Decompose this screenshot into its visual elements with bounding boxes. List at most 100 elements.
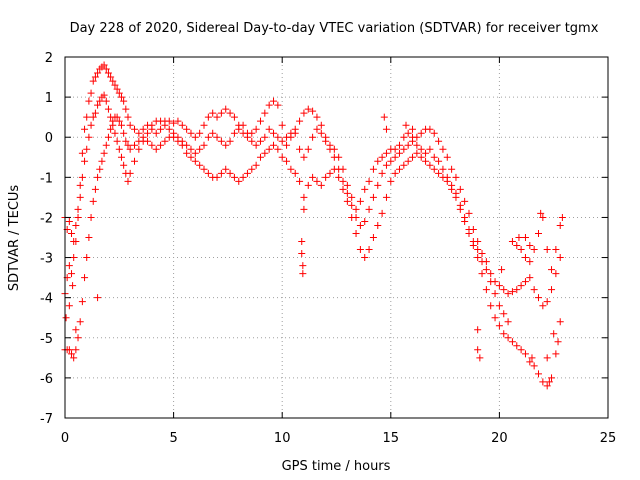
data-point (265, 145, 273, 153)
data-point (296, 117, 304, 125)
data-point (117, 153, 125, 161)
data-point (500, 286, 508, 294)
data-point (369, 165, 377, 173)
data-point (135, 129, 143, 137)
x-axis-label: GPS time / hours (282, 459, 391, 474)
data-point (348, 193, 356, 201)
data-point (115, 117, 123, 125)
data-point (183, 141, 191, 149)
data-point (196, 161, 204, 169)
data-point (409, 153, 417, 161)
data-point (382, 149, 390, 157)
data-point (365, 177, 373, 185)
data-point (235, 125, 243, 133)
data-point (504, 334, 512, 342)
data-point (65, 346, 73, 354)
data-point (126, 169, 134, 177)
data-point (78, 298, 86, 306)
data-point (426, 161, 434, 169)
data-point (404, 129, 412, 137)
data-point (222, 165, 230, 173)
data-point (317, 121, 325, 129)
data-point (270, 97, 278, 105)
data-point (530, 286, 538, 294)
data-point (170, 119, 178, 127)
data-point (120, 129, 128, 137)
data-point (309, 107, 317, 115)
data-point (243, 169, 251, 177)
data-point (498, 266, 506, 274)
data-point (504, 318, 512, 326)
data-point (109, 121, 117, 129)
data-point (515, 234, 523, 241)
data-point (439, 145, 447, 153)
data-point (517, 282, 525, 290)
data-point (115, 145, 123, 153)
data-point (317, 129, 325, 137)
data-point (213, 133, 221, 141)
data-point (543, 354, 551, 362)
data-point (304, 181, 312, 189)
data-point (111, 129, 119, 137)
data-point (72, 326, 80, 334)
data-point (404, 157, 412, 165)
data-point (313, 125, 321, 133)
data-point (448, 181, 456, 189)
data-point (448, 165, 456, 173)
data-point (550, 330, 558, 338)
data-point (326, 145, 334, 153)
data-point (131, 125, 139, 133)
data-point (430, 153, 438, 161)
data-point (91, 73, 99, 81)
data-point (391, 153, 399, 161)
data-point (558, 213, 566, 221)
data-point (495, 302, 503, 310)
data-point (91, 185, 99, 193)
data-point (304, 145, 312, 153)
data-point (478, 250, 486, 258)
data-point (474, 346, 482, 354)
data-point (256, 153, 264, 161)
data-point (107, 73, 115, 81)
data-point (230, 113, 238, 121)
data-point (409, 133, 417, 141)
data-point (526, 258, 534, 266)
data-point (226, 137, 234, 145)
data-point (374, 221, 382, 229)
data-point (374, 181, 382, 189)
data-point (196, 145, 204, 153)
data-point (183, 125, 191, 133)
data-point (89, 77, 97, 85)
data-point (283, 141, 291, 149)
y-tick-label: 1 (45, 91, 53, 106)
data-point (120, 97, 128, 105)
data-point (409, 125, 417, 133)
data-point (552, 246, 560, 254)
data-point (343, 189, 351, 197)
data-point (76, 181, 84, 189)
data-point (395, 165, 403, 173)
data-point (252, 161, 260, 169)
data-point (545, 378, 553, 386)
data-point (299, 262, 307, 270)
series-middle-band (61, 91, 564, 326)
data-point (70, 254, 78, 262)
data-point (339, 185, 347, 193)
data-point (96, 97, 104, 105)
data-point (89, 113, 97, 121)
data-point (400, 161, 408, 169)
data-point (161, 137, 169, 145)
data-point (556, 318, 564, 326)
data-point (81, 157, 89, 165)
data-point (165, 125, 173, 133)
data-point (152, 129, 160, 137)
data-point (300, 205, 308, 213)
data-point (94, 101, 102, 109)
data-point (274, 145, 282, 153)
data-point (191, 133, 199, 141)
data-point (352, 229, 360, 237)
data-point (330, 153, 338, 161)
data-point (65, 302, 73, 310)
data-point (83, 145, 91, 153)
data-point (300, 109, 308, 117)
